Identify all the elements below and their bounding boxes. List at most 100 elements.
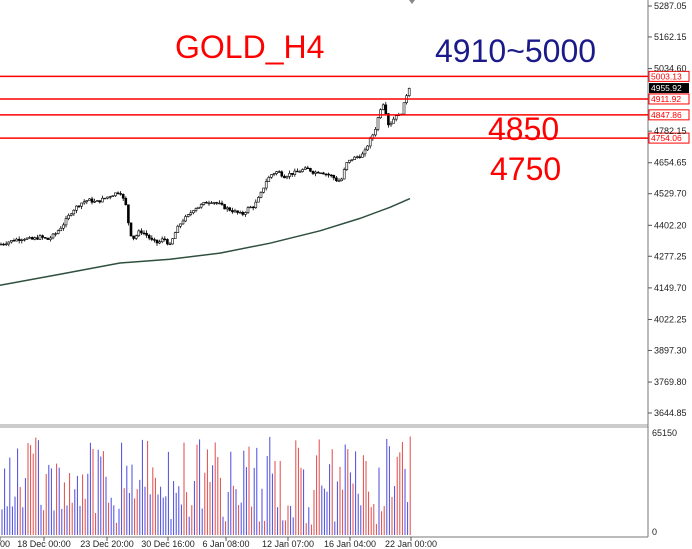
candle <box>59 226 63 232</box>
candle <box>199 203 203 209</box>
candle <box>56 229 60 235</box>
candle <box>106 196 109 200</box>
candle <box>228 206 232 212</box>
candle <box>348 159 351 164</box>
candle <box>30 236 34 240</box>
candle <box>116 191 120 195</box>
level-a-label: 4850 <box>488 111 559 147</box>
candle <box>85 200 89 205</box>
candle <box>119 191 122 196</box>
price-tick-label: 4782.15 <box>654 126 687 136</box>
time-tick-label: 30 Dec 16:00 <box>141 539 195 549</box>
candle <box>181 218 185 225</box>
candle <box>257 196 260 203</box>
candle <box>285 175 289 180</box>
candle <box>374 126 377 137</box>
price-tick-label: 3769.80 <box>654 377 687 387</box>
candle <box>238 210 242 214</box>
candle <box>114 192 117 197</box>
candle <box>225 206 229 212</box>
current-price-tag <box>649 83 689 94</box>
target-range-label: 4910~5000 <box>435 33 596 69</box>
candle <box>340 177 343 182</box>
scroll-marker-icon[interactable] <box>409 0 415 4</box>
candle <box>376 116 380 132</box>
candle <box>137 229 141 237</box>
time-tick-label: 22 Jan 00:00 <box>385 539 437 549</box>
candle <box>2 242 5 246</box>
time-tick-label: 6 Jan 08:00 <box>202 539 249 549</box>
candle <box>36 234 39 240</box>
candle <box>296 168 299 173</box>
candle <box>319 172 323 175</box>
candle <box>132 235 135 241</box>
candle <box>197 206 200 209</box>
candle <box>337 178 341 182</box>
candle <box>254 199 258 209</box>
candle <box>215 201 219 205</box>
candle <box>101 195 104 203</box>
chart-title: GOLD_H4 <box>175 29 324 65</box>
candle <box>262 187 265 194</box>
candle <box>363 147 367 157</box>
candle <box>236 210 239 215</box>
price-tick-label: 3897.30 <box>654 345 687 355</box>
candle <box>41 234 44 240</box>
candle <box>95 200 99 202</box>
candle <box>93 198 96 203</box>
candle <box>186 214 190 218</box>
candle <box>184 214 187 223</box>
candle <box>259 191 263 199</box>
candle <box>49 235 52 242</box>
price-tick-label: 4529.70 <box>654 189 687 199</box>
candle <box>158 239 161 245</box>
candle <box>194 207 198 213</box>
price-axis-ticks: 5287.05 5162.15 5034.60 4782.15 4654.65 4529.… <box>648 1 687 418</box>
level-tag-label: 5003.13 <box>651 71 682 81</box>
candle <box>280 170 284 178</box>
candle <box>145 230 148 238</box>
candle <box>62 222 65 231</box>
candle <box>283 174 286 179</box>
candle <box>249 205 252 209</box>
candle <box>179 223 182 229</box>
candle <box>218 200 221 205</box>
candle <box>80 202 83 210</box>
candle <box>4 241 8 246</box>
candle <box>12 238 16 242</box>
price-tick-label: 3644.85 <box>654 408 687 418</box>
candle <box>20 238 24 244</box>
candle <box>33 236 37 241</box>
candle <box>124 196 128 206</box>
candle <box>142 230 146 236</box>
time-tick-label: 00 <box>0 539 10 549</box>
level-tag-label: 4754.06 <box>651 133 682 143</box>
candle <box>163 236 167 242</box>
candle <box>327 172 330 178</box>
candle <box>277 170 281 173</box>
level-tag <box>648 132 690 144</box>
candle <box>272 172 276 177</box>
candle <box>394 115 398 122</box>
candle <box>129 222 133 237</box>
candle <box>75 205 78 214</box>
candle <box>210 201 213 204</box>
price-tick-label: 5034.60 <box>654 64 687 74</box>
candle <box>355 155 359 159</box>
candle <box>392 116 395 124</box>
candle <box>324 173 328 177</box>
candle <box>223 203 226 210</box>
candle <box>121 193 125 202</box>
candle <box>379 108 382 119</box>
candle <box>140 228 143 235</box>
volume-max-label: 65150 <box>652 428 677 438</box>
level-b-label: 4750 <box>490 151 561 187</box>
candle <box>309 167 312 173</box>
candle <box>246 206 250 215</box>
candle <box>7 241 11 247</box>
candle <box>244 211 247 217</box>
candle <box>306 165 310 169</box>
candle <box>28 236 31 239</box>
time-tick-label: 12 Jan 07:00 <box>262 539 314 549</box>
candle <box>38 234 42 240</box>
